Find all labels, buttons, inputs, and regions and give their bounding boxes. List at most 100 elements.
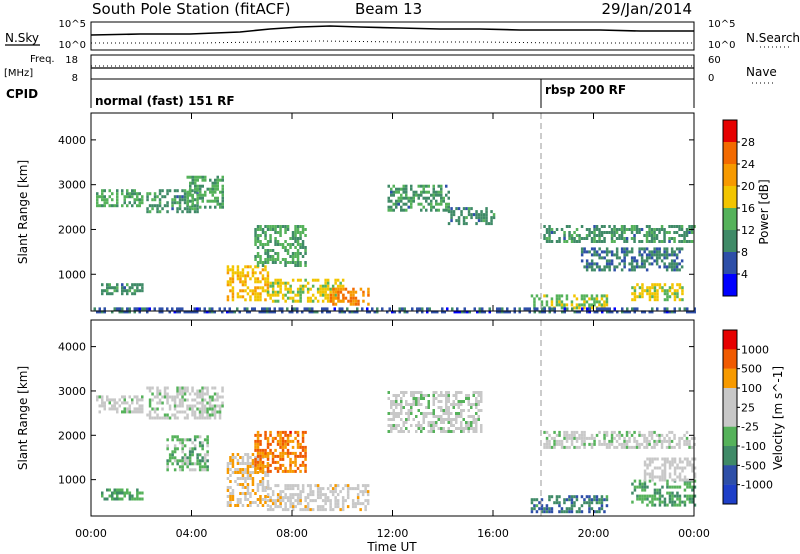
heatmap-cell bbox=[560, 303, 564, 307]
heatmap-cell bbox=[281, 454, 285, 458]
heatmap-cell bbox=[264, 268, 267, 272]
heatmap-cell bbox=[194, 187, 197, 191]
heatmap-cell bbox=[271, 261, 275, 264]
heatmap-cell bbox=[605, 259, 609, 263]
heatmap-cell bbox=[560, 442, 564, 446]
heatmap-cell bbox=[608, 262, 611, 266]
heatmap-cell bbox=[176, 307, 179, 311]
heatmap-cell bbox=[168, 459, 172, 463]
heatmap-cell bbox=[636, 485, 639, 489]
heatmap-cell bbox=[163, 395, 167, 399]
heatmap-cell bbox=[171, 204, 174, 208]
heatmap-cell bbox=[563, 498, 566, 502]
heatmap-cell bbox=[565, 510, 569, 514]
heatmap-cell bbox=[214, 205, 217, 209]
heatmap-cell bbox=[266, 258, 270, 261]
heatmap-cell bbox=[513, 307, 516, 311]
heatmap-cell bbox=[658, 240, 661, 243]
heatmap-cell bbox=[196, 416, 199, 420]
heatmap-cell bbox=[445, 400, 448, 403]
heatmap-cell bbox=[395, 403, 398, 406]
heatmap-cell bbox=[588, 297, 591, 301]
heatmap-cell bbox=[226, 471, 230, 474]
heatmap-cell bbox=[407, 403, 410, 406]
heatmap-cell bbox=[668, 310, 671, 314]
heatmap-cell bbox=[241, 271, 245, 275]
heatmap-cell bbox=[568, 225, 571, 228]
heatmap-cell bbox=[153, 407, 157, 411]
heatmap-cell bbox=[189, 187, 192, 191]
heatmap-cell bbox=[231, 292, 235, 296]
heatmap-cell bbox=[653, 286, 657, 290]
heatmap-cell bbox=[417, 424, 420, 427]
heatmap-cell bbox=[249, 495, 252, 498]
heatmap-cell bbox=[344, 287, 348, 291]
heatmap-cell bbox=[186, 175, 189, 179]
heatmap-cell bbox=[635, 265, 639, 269]
heatmap-cell bbox=[563, 234, 566, 237]
heatmap-cell bbox=[276, 252, 280, 255]
heatmap-cell bbox=[465, 207, 468, 211]
heatmap-cell bbox=[651, 295, 654, 299]
heatmap-cell bbox=[314, 484, 317, 488]
heatmap-cell bbox=[236, 501, 240, 504]
heatmap-cell bbox=[673, 307, 676, 311]
heatmap-cell bbox=[613, 430, 616, 434]
heatmap-cell bbox=[178, 195, 182, 199]
heatmap-cell bbox=[299, 237, 302, 240]
heatmap-cell bbox=[623, 256, 626, 260]
heatmap-cell bbox=[196, 210, 199, 214]
heatmap-cell bbox=[693, 442, 696, 446]
heatmap-cell bbox=[324, 293, 327, 297]
heatmap-cell bbox=[296, 255, 300, 258]
heatmap-cell bbox=[643, 310, 646, 314]
heatmap-cell bbox=[658, 436, 661, 440]
heatmap-cell bbox=[153, 416, 157, 420]
heatmap-cell bbox=[472, 394, 475, 397]
heatmap-cell bbox=[158, 210, 162, 214]
heatmap-cell bbox=[480, 216, 483, 220]
heatmap-cell bbox=[291, 310, 294, 314]
heatmap-cell bbox=[244, 298, 247, 302]
heatmap-cell bbox=[173, 395, 177, 399]
heatmap-cell bbox=[168, 416, 172, 420]
heatmap-cell bbox=[196, 456, 199, 460]
heatmap-cell bbox=[543, 445, 546, 449]
heatmap-cell bbox=[276, 484, 280, 488]
heatmap-cell bbox=[226, 465, 230, 468]
heatmap-cell bbox=[241, 471, 245, 474]
heatmap-cell bbox=[344, 484, 347, 488]
heatmap-cell bbox=[656, 497, 659, 501]
heatmap-cell bbox=[198, 465, 202, 469]
heatmap-cell bbox=[633, 292, 637, 296]
heatmap-cell bbox=[498, 310, 501, 314]
heatmap-cell bbox=[442, 412, 445, 415]
heatmap-cell bbox=[244, 495, 247, 498]
heatmap-cell bbox=[603, 231, 606, 234]
heatmap-cell bbox=[286, 436, 290, 440]
heatmap-cell bbox=[236, 504, 240, 507]
colorbar-tick-label: 12 bbox=[741, 224, 755, 237]
heatmap-cell bbox=[392, 193, 395, 197]
heatmap-cell bbox=[668, 262, 671, 266]
heatmap-cell bbox=[339, 299, 343, 303]
heatmap-cell bbox=[530, 507, 534, 511]
heatmap-cell bbox=[183, 207, 187, 211]
heatmap-cell bbox=[294, 460, 297, 464]
heatmap-cell bbox=[251, 268, 255, 272]
heatmap-cell bbox=[452, 210, 456, 214]
heatmap-cell bbox=[580, 225, 584, 228]
heatmap-cell bbox=[460, 424, 463, 427]
heatmap-cell bbox=[131, 401, 134, 405]
heatmap-cell bbox=[296, 287, 300, 291]
heatmap-cell bbox=[198, 407, 202, 411]
heatmap-cell bbox=[291, 451, 295, 455]
heatmap-cell bbox=[281, 430, 285, 434]
heatmap-cell bbox=[289, 496, 292, 500]
heatmap-cell bbox=[249, 504, 252, 507]
heatmap-cell bbox=[171, 198, 174, 202]
heatmap-cell bbox=[610, 228, 614, 231]
heatmap-cell bbox=[231, 495, 235, 498]
heatmap-cell bbox=[691, 463, 694, 467]
heatmap-cell bbox=[646, 457, 649, 461]
